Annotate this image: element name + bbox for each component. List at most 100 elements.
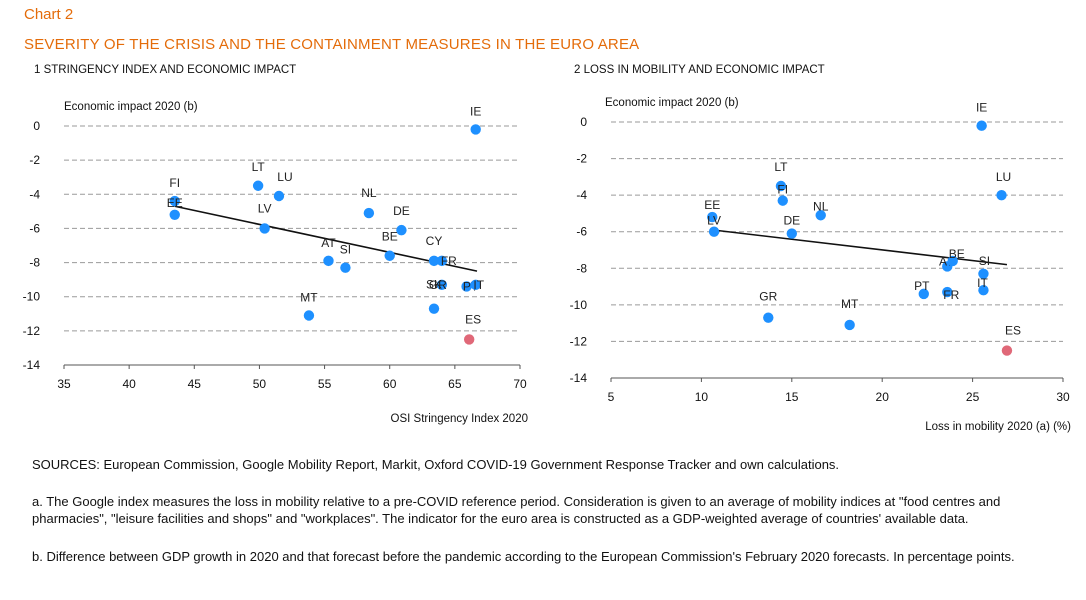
y-tick-label: -12 [570,334,588,348]
data-point-fi [169,195,180,207]
point-label-lv: LV [258,201,272,215]
point-label-it: IT [977,276,988,290]
data-point-ie [470,124,481,135]
data-point-gr [763,312,774,323]
point-label-lt: LT [774,160,788,174]
data-point-pt [461,281,472,292]
x-axis-label: Loss in mobility 2020 (a) (%) [925,421,1071,433]
data-point-lu [996,189,1007,201]
data-point-lt [775,180,787,192]
y-tick-label: -2 [29,153,40,167]
data-point-nl [815,210,826,221]
data-point-it [978,285,989,296]
x-tick-label: 15 [785,390,799,404]
data-point-lv [259,223,270,234]
x-tick-label: 70 [513,377,527,391]
chart-number-label: Chart 2 [24,6,74,23]
x-tick-label: 50 [253,377,267,391]
point-label-fi: FI [777,183,788,197]
point-label-nl: NL [813,199,829,213]
point-label-lu: LU [996,170,1011,184]
y-axis-label: Economic impact 2020 (b) [605,97,739,109]
point-label-mt: MT [300,290,318,304]
x-tick-label: 35 [57,377,71,391]
x-tick-label: 10 [695,390,709,404]
trend-line [712,229,1008,266]
x-tick-label: 60 [383,377,397,391]
data-point-be [947,255,958,267]
data-point-pt [918,288,929,300]
data-point-fr [436,255,448,267]
point-label-nl: NL [361,186,377,200]
point-label-cy: CY [426,234,443,248]
point-label-it: IT [473,278,484,292]
x-tick-label: 5 [608,390,615,404]
point-label-de: DE [393,204,410,218]
x-tick-label: 40 [122,377,136,391]
y-tick-label: -4 [29,187,40,201]
panel-2-title: 2 LOSS IN MOBILITY AND ECONOMIC IMPACT [574,64,825,76]
footnote-a: a. The Google index measures the loss in… [32,494,1001,526]
point-label-ee: EE [167,196,183,210]
y-tick-label: -14 [570,371,588,385]
chart-title: SEVERITY OF THE CRISIS AND THE CONTAINME… [24,36,640,53]
y-tick-label: -12 [23,324,41,338]
data-point-ie [976,120,987,131]
y-tick-label: -8 [29,256,40,270]
point-label-ee: EE [704,198,720,212]
footnote-b: b. Difference between GDP growth in 2020… [32,549,1015,564]
x-tick-label: 30 [1056,390,1070,404]
data-point-es [463,334,475,345]
panel-1-title: 1 STRINGENCY INDEX AND ECONOMIC IMPACT [34,64,297,76]
y-tick-label: 0 [580,115,587,129]
trend-line [174,205,478,272]
x-tick-label: 55 [318,377,332,391]
point-label-be: BE [949,247,965,261]
data-point-nl [363,207,375,219]
x-axis-label: OSI Stringency Index 2020 [391,413,528,425]
data-point-mt [844,319,855,331]
point-label-fr: FR [943,288,959,302]
data-point-lv [708,226,720,237]
point-label-ie: IE [976,101,987,115]
data-point-ee [169,209,180,220]
point-label-sk: SK [426,278,442,292]
y-tick-label: -10 [23,290,41,304]
point-label-si: SI [979,254,990,268]
point-label-fi: FI [169,176,180,190]
point-label-de: DE [783,214,800,228]
mobility-scatter-chart: Economic impact 2020 (b) 0 -2 -4 -6 -8 -10 -12 -… [570,97,1072,433]
point-label-fr: FR [441,254,457,268]
data-point-be [384,250,395,261]
data-point-es [1001,345,1013,356]
point-label-es: ES [465,312,481,326]
y-tick-label: -10 [570,298,588,312]
point-label-gr: GR [429,278,447,292]
data-point-de [396,224,407,236]
data-point-fr [942,286,953,298]
point-label-mt: MT [841,297,859,311]
y-tick-label: -2 [576,152,587,166]
sources-note: SOURCES: European Commission, Google Mob… [32,457,840,472]
data-point-cy [428,255,440,267]
data-point-mt [303,310,315,321]
data-point-si [340,262,351,273]
data-point-sk [428,303,440,314]
data-point-de [786,228,797,239]
data-point-si [978,268,989,279]
y-tick-label: -4 [576,188,587,202]
point-label-at: AT [321,236,336,250]
y-tick-label: -6 [576,225,587,239]
point-label-gr: GR [759,290,777,304]
data-point-it [470,279,481,290]
data-point-lt [252,180,264,191]
y-tick-label: -14 [23,358,41,372]
point-label-lv: LV [707,214,721,228]
data-point-gr [436,279,448,290]
data-point-at [323,255,334,267]
point-label-si: SI [340,243,351,257]
data-point-fi [777,195,788,206]
data-point-ee [707,211,718,223]
point-label-lt: LT [252,160,266,174]
y-axis-label: Economic impact 2020 (b) [64,101,198,113]
